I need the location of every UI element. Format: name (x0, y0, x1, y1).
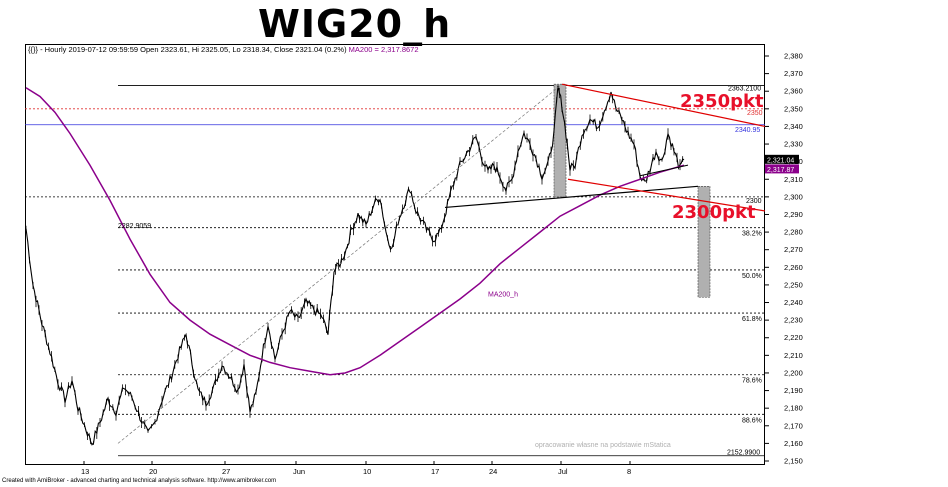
ma200-line (25, 87, 685, 376)
x-tick-label: Jul (558, 467, 568, 476)
chart-title: WIG20_h (258, 2, 452, 46)
x-tick-label: 10 (363, 467, 371, 476)
price-series (25, 85, 685, 446)
y-tick-label: 2,270 (784, 245, 803, 254)
plot-area (25, 44, 765, 465)
y-tick-label: 2,340 (784, 122, 803, 131)
x-tick-label: Jun (293, 467, 305, 476)
level-2340-label: 2340.95 (735, 127, 760, 134)
level-2300-label: 2300 (746, 198, 762, 205)
fib-level-label: 61.8% (742, 316, 762, 323)
y-tick-label: 2,260 (784, 263, 803, 272)
low-level-label: 2152.9900 (727, 450, 760, 457)
fib-level-label: 78.6% (742, 378, 762, 385)
close-value-box (765, 154, 799, 164)
y-tick-label: 2,210 (784, 351, 803, 360)
ohlc-info: {{}} - Hourly 2019-07-12 09:59:59 Open 2… (28, 45, 349, 54)
y-tick-label: 2,230 (784, 316, 803, 325)
close-value-label: 2,321.04 (767, 157, 794, 164)
watermark: opracowanie własne na podstawie mStatica (535, 442, 671, 449)
y-tick-label: 2,350 (784, 104, 803, 113)
low-point-label: 2282.9059 (118, 223, 151, 230)
y-tick-label: 2,150 (784, 457, 803, 466)
y-tick-label: 2,310 (784, 175, 803, 184)
ma-value-label: 2,317.87 (767, 167, 794, 174)
y-tick-label: 2,360 (784, 87, 803, 96)
y-tick-label: 2,380 (784, 52, 803, 61)
y-tick-label: 2,280 (784, 228, 803, 237)
fib-level-label: 88.6% (742, 417, 762, 424)
high-level-label: 2363.2100 (728, 86, 761, 93)
shaded-box-1 (553, 83, 567, 198)
y-tick-label: 2,300 (784, 192, 803, 201)
y-tick-label: 2,170 (784, 421, 803, 430)
x-tick-label: 20 (149, 467, 157, 476)
x-tick-label: 17 (431, 467, 439, 476)
x-tick-label: 27 (222, 467, 230, 476)
channel-lower-line (567, 178, 766, 212)
fib-level-label: 50.0% (742, 273, 762, 280)
y-tick-label: 2,200 (784, 368, 803, 377)
support-line (444, 185, 699, 209)
y-tick-label: 2,220 (784, 333, 803, 342)
channel-upper-line (561, 83, 766, 128)
x-tick-label: 24 (489, 467, 497, 476)
y-tick-label: 2,250 (784, 280, 803, 289)
x-tick-label: 8 (627, 467, 631, 476)
y-tick-label: 2,180 (784, 404, 803, 413)
y-tick-label: 2,370 (784, 69, 803, 78)
annotation-2300: 2300pkt (672, 202, 756, 223)
ma-value-box (765, 164, 799, 174)
footer-credit: Created with AmiBroker - advanced charti… (2, 478, 277, 484)
y-tick-label: 2,190 (784, 386, 803, 395)
annotation-2350: 2350pkt (680, 91, 764, 112)
x-tick-label: 13 (81, 467, 89, 476)
y-tick-label: 2,160 (784, 439, 803, 448)
y-tick-label: 2,240 (784, 298, 803, 307)
shaded-box-2 (697, 186, 711, 298)
ma-info: MA200 = 2,317.8672 (348, 45, 419, 54)
fib-level-label: 38.2% (742, 231, 762, 238)
info-line: {{}} - Hourly 2019-07-12 09:59:59 Open 2… (28, 45, 419, 54)
small-trend-line (639, 164, 689, 177)
y-tick-label: 2,290 (784, 210, 803, 219)
y-tick-label: 2,330 (784, 140, 803, 149)
ma-label: MA200_h (488, 292, 518, 299)
level-2350-label: 2350 (747, 110, 763, 117)
